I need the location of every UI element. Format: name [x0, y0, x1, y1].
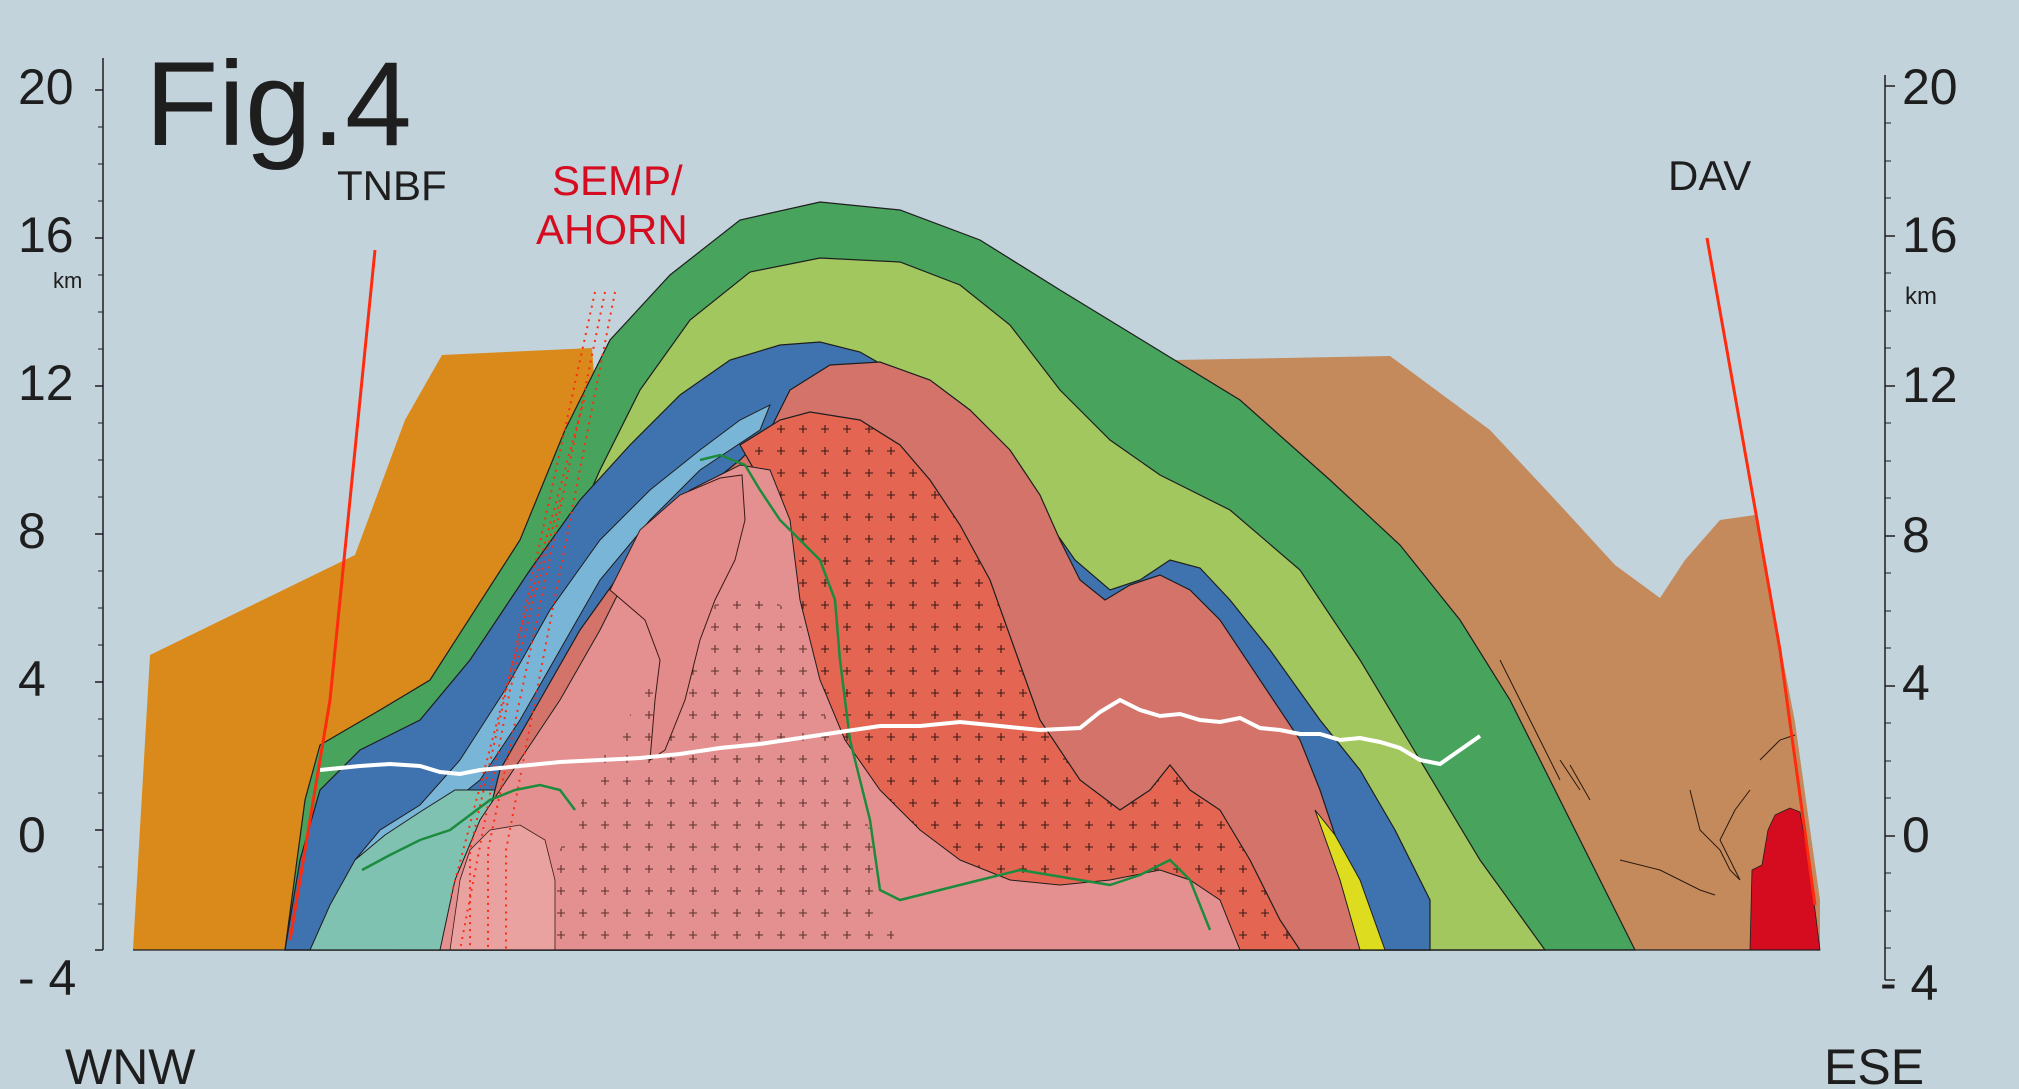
fold-body-upper: [609, 474, 746, 761]
white-surface-line: [319, 697, 1482, 777]
left-tick-12: 12: [18, 355, 74, 411]
left-tick-0: 0: [18, 807, 46, 863]
right-tick-12: 12: [1902, 357, 1958, 413]
semp-ahorn-fault-swarm: [449, 291, 616, 951]
label-ahorn: AHORN: [536, 206, 688, 253]
left-tick-minus4: - 4: [18, 950, 76, 1006]
right-tick-minus4: - 4: [1880, 955, 1938, 1011]
left-unit-km: km: [53, 268, 82, 293]
fold-body-left: [449, 824, 556, 951]
right-tick-8: 8: [1902, 507, 1930, 563]
right-tick-16: 16: [1902, 207, 1958, 263]
unit-orange-wnw: [133, 348, 600, 950]
left-tick-4: 4: [18, 651, 46, 707]
right-tick-4: 4: [1902, 655, 1930, 711]
right-axis-minor: [1885, 122, 1891, 949]
right-tick-0: 0: [1902, 807, 1930, 863]
left-axis: [95, 58, 104, 951]
unit-light-blue: [354, 403, 771, 861]
green-thrust-lines: [361, 453, 1212, 931]
label-dav: DAV: [1668, 152, 1751, 199]
left-axis-minor: [98, 126, 103, 905]
dav-fault-line: [1705, 237, 1817, 906]
tnbf-fault-line: [288, 249, 377, 941]
label-ese: ESE: [1824, 1039, 1924, 1089]
unit-red-block: [1749, 807, 1821, 951]
left-tick-8: 8: [18, 503, 46, 559]
label-wnw: WNW: [65, 1039, 196, 1089]
brown-fold-lines: [1499, 659, 1796, 896]
gneiss-cross-pattern: [540, 590, 900, 950]
label-tnbf: TNBF: [337, 162, 447, 209]
right-axis: [1884, 75, 1895, 981]
label-semp: SEMP/: [552, 157, 683, 204]
figure-title: Fig.4: [145, 37, 412, 171]
left-tick-16: 16: [18, 207, 74, 263]
left-tick-20: 20: [18, 59, 74, 115]
right-unit-km: km: [1905, 283, 1937, 310]
right-tick-20: 20: [1902, 59, 1958, 115]
